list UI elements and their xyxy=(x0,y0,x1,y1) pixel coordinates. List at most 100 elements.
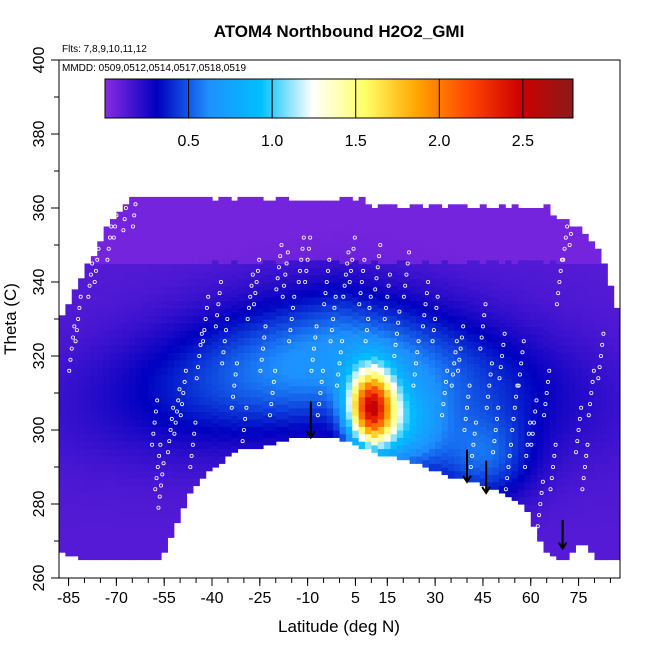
heatmap-cell xyxy=(371,208,379,216)
heatmap-cell xyxy=(84,507,92,516)
heatmap-cell xyxy=(116,233,124,242)
heatmap-cell xyxy=(173,337,181,346)
heatmap-cell xyxy=(441,259,449,268)
heatmap-cell xyxy=(460,389,468,398)
heatmap-cell xyxy=(390,211,398,220)
heatmap-cell xyxy=(90,418,98,427)
heatmap-cell xyxy=(607,359,615,368)
heatmap-cell xyxy=(173,441,181,450)
heatmap-cell xyxy=(377,204,385,213)
heatmap-cell xyxy=(301,222,309,231)
heatmap-cell xyxy=(396,407,404,416)
heatmap-cell xyxy=(518,311,525,320)
heatmap-cell xyxy=(97,337,105,346)
heatmap-cell xyxy=(320,341,328,350)
heatmap-cell xyxy=(129,337,137,346)
heatmap-cell xyxy=(600,263,608,272)
heatmap-cell xyxy=(447,233,455,242)
heatmap-cell xyxy=(135,211,143,220)
heatmap-cell xyxy=(403,252,411,261)
heatmap-cell xyxy=(275,285,283,294)
heatmap-cell xyxy=(78,293,86,302)
heatmap-cell xyxy=(549,296,557,305)
heatmap-cell xyxy=(78,537,86,546)
heatmap-cell xyxy=(161,470,168,479)
heatmap-cell xyxy=(148,529,156,538)
heatmap-cell xyxy=(256,211,264,220)
heatmap-cell xyxy=(110,507,117,516)
heatmap-cell xyxy=(339,211,347,220)
heatmap-cell xyxy=(250,359,258,368)
heatmap-cell xyxy=(505,385,513,394)
heatmap-cell xyxy=(409,448,417,457)
heatmap-cell xyxy=(543,485,551,494)
heatmap-cell xyxy=(154,507,162,516)
heatmap-cell xyxy=(212,437,219,446)
heatmap-cell xyxy=(581,241,589,250)
heatmap-cell xyxy=(333,333,341,342)
heatmap-cell xyxy=(154,381,162,390)
flight-point xyxy=(554,302,559,307)
heatmap-cell xyxy=(129,263,137,272)
heatmap-cell xyxy=(352,378,360,387)
heatmap-cell xyxy=(479,374,487,383)
heatmap-cell xyxy=(326,319,334,327)
heatmap-cell xyxy=(161,507,168,516)
heatmap-cell xyxy=(498,389,506,398)
heatmap-cell xyxy=(84,315,92,324)
heatmap-cell xyxy=(549,504,557,512)
heatmap-cell xyxy=(498,470,506,479)
heatmap-cell xyxy=(167,204,175,213)
heatmap-cell xyxy=(588,359,596,368)
heatmap-cell xyxy=(231,341,239,350)
heatmap-cell xyxy=(460,441,468,450)
heatmap-cell xyxy=(518,274,525,283)
heatmap-cell xyxy=(250,352,258,361)
heatmap-cell xyxy=(122,404,130,413)
heatmap-cell xyxy=(511,441,519,450)
heatmap-cell xyxy=(486,267,494,276)
heatmap-cell xyxy=(600,463,608,472)
heatmap-cell xyxy=(59,485,66,494)
heatmap-cell xyxy=(505,459,513,468)
flight-point xyxy=(462,427,467,432)
heatmap-cell xyxy=(186,426,194,435)
heatmap-cell xyxy=(116,293,124,302)
heatmap-cell xyxy=(588,315,596,324)
flight-point xyxy=(278,254,283,259)
heatmap-cell xyxy=(428,293,436,302)
colorbar-tick-label: 0.5 xyxy=(177,133,199,150)
heatmap-cell xyxy=(167,433,175,442)
heatmap-cell xyxy=(345,418,353,427)
heatmap-cell xyxy=(518,363,525,372)
heatmap-cell xyxy=(549,548,557,557)
heatmap-cell xyxy=(435,233,443,242)
flight-point xyxy=(471,442,476,447)
heatmap-cell xyxy=(339,219,347,228)
heatmap-cell xyxy=(103,463,111,472)
heatmap-cell xyxy=(607,337,615,346)
heatmap-cell xyxy=(441,222,449,231)
heatmap-cell xyxy=(116,544,124,553)
heatmap-cell xyxy=(543,448,551,457)
heatmap-cell xyxy=(224,426,232,435)
heatmap-cell xyxy=(59,381,66,390)
heatmap-cell xyxy=(460,330,468,339)
heatmap-cell xyxy=(428,455,436,464)
heatmap-cell xyxy=(594,507,602,516)
heatmap-cell xyxy=(435,300,443,309)
heatmap-cell xyxy=(173,256,181,265)
heatmap-cell xyxy=(97,396,105,405)
heatmap-cell xyxy=(543,337,551,346)
heatmap-cell xyxy=(409,330,417,339)
heatmap-cell xyxy=(600,433,608,442)
heatmap-cell xyxy=(467,444,474,453)
heatmap-cell xyxy=(352,311,360,320)
heatmap-cell xyxy=(122,433,130,442)
heatmap-cell xyxy=(333,274,341,283)
heatmap-cell xyxy=(607,411,615,420)
flight-point xyxy=(78,294,83,299)
heatmap-cell xyxy=(173,367,181,376)
heatmap-cell xyxy=(486,259,494,268)
heatmap-cell xyxy=(71,415,79,424)
